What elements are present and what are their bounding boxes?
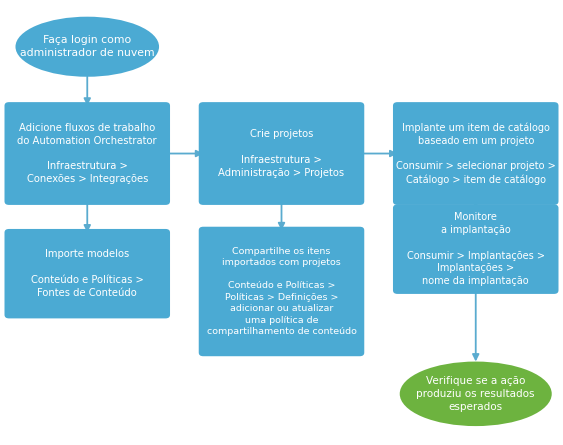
Text: Monitore
a implantação

Consumir > Implantações >
Implantações >
nome da implant: Monitore a implantação Consumir > Implan… [406, 212, 545, 286]
FancyBboxPatch shape [199, 227, 364, 356]
FancyBboxPatch shape [393, 205, 558, 294]
FancyBboxPatch shape [199, 102, 364, 205]
Text: Importe modelos

Conteúdo e Políticas >
Fontes de Conteúdo: Importe modelos Conteúdo e Políticas > F… [31, 250, 144, 298]
Text: Compartilhe os itens
importados com projetos

Conteúdo e Políticas >
Políticas >: Compartilhe os itens importados com proj… [207, 247, 356, 336]
FancyBboxPatch shape [5, 102, 170, 205]
Text: Crie projetos

Infraestrutura >
Administração > Projetos: Crie projetos Infraestrutura > Administr… [218, 129, 345, 178]
Text: Faça login como
administrador de nuvem: Faça login como administrador de nuvem [20, 35, 155, 58]
Ellipse shape [400, 361, 552, 426]
Text: Adicione fluxos de trabalho
do Automation Orchestrator

Infraestrutura >
Conexõe: Adicione fluxos de trabalho do Automatio… [17, 123, 157, 184]
FancyBboxPatch shape [5, 229, 170, 319]
Text: Implante um item de catálogo
baseado em um projeto

Consumir > selecionar projet: Implante um item de catálogo baseado em … [396, 122, 556, 185]
Ellipse shape [16, 16, 159, 77]
Text: Verifique se a ação
produziu os resultados
esperados: Verifique se a ação produziu os resultad… [417, 376, 535, 412]
FancyBboxPatch shape [393, 102, 558, 205]
